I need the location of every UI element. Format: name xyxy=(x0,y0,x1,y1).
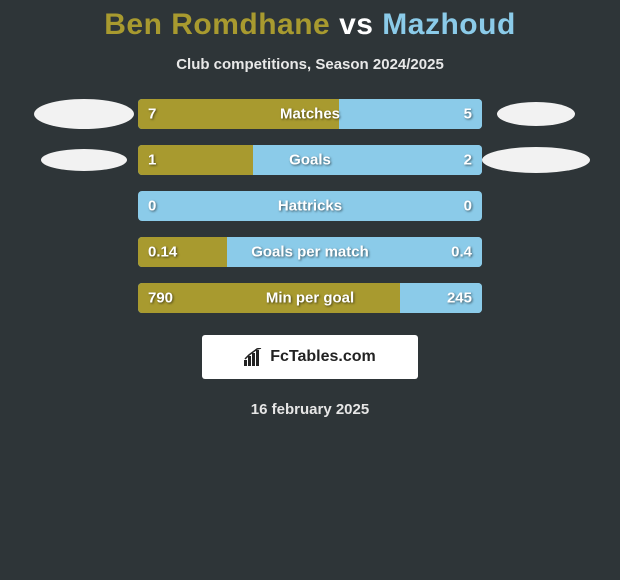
right-oval-slot xyxy=(482,147,590,173)
left-oval-slot xyxy=(30,99,138,129)
left-value: 1 xyxy=(148,152,156,169)
right-oval xyxy=(497,102,575,126)
chart-icon xyxy=(244,348,264,366)
left-oval xyxy=(34,99,134,129)
right-value: 2 xyxy=(464,152,472,169)
right-value: 245 xyxy=(447,290,472,307)
comparison-widget: Ben Romdhane vs Mazhoud Club competition… xyxy=(0,0,620,418)
bar-right-fill xyxy=(339,99,482,129)
left-oval xyxy=(41,149,127,171)
left-value: 0 xyxy=(148,198,156,215)
right-value: 5 xyxy=(464,106,472,123)
right-oval xyxy=(482,147,590,173)
page-title: Ben Romdhane vs Mazhoud xyxy=(0,8,620,42)
stat-bar: 1 2 Goals xyxy=(138,145,482,175)
subtitle: Club competitions, Season 2024/2025 xyxy=(0,56,620,73)
left-oval-slot xyxy=(30,149,138,171)
right-value: 0 xyxy=(464,198,472,215)
right-oval-slot xyxy=(482,102,590,126)
stat-row: 790 245 Min per goal xyxy=(0,283,620,313)
title-left: Ben Romdhane xyxy=(104,8,330,41)
left-value: 790 xyxy=(148,290,173,307)
stat-label: Hattricks xyxy=(278,198,342,215)
stat-bar: 0.14 0.4 Goals per match xyxy=(138,237,482,267)
left-value: 0.14 xyxy=(148,244,177,261)
title-vs: vs xyxy=(330,8,382,41)
stat-row: 7 5 Matches xyxy=(0,99,620,129)
right-value: 0.4 xyxy=(451,244,472,261)
stat-row: 0 0 Hattricks xyxy=(0,191,620,221)
footer-date: 16 february 2025 xyxy=(0,401,620,418)
stat-bar: 0 0 Hattricks xyxy=(138,191,482,221)
bar-right-fill xyxy=(253,145,482,175)
stat-row: 0.14 0.4 Goals per match xyxy=(0,237,620,267)
brand-text: FcTables.com xyxy=(270,348,376,366)
stat-row: 1 2 Goals xyxy=(0,145,620,175)
stat-label: Min per goal xyxy=(266,290,354,307)
stat-label: Goals xyxy=(289,152,331,169)
stat-label: Goals per match xyxy=(251,244,369,261)
stat-bar: 790 245 Min per goal xyxy=(138,283,482,313)
brand-badge[interactable]: FcTables.com xyxy=(202,335,418,379)
stat-bar: 7 5 Matches xyxy=(138,99,482,129)
title-right: Mazhoud xyxy=(382,8,515,41)
left-value: 7 xyxy=(148,106,156,123)
stats-rows: 7 5 Matches 1 2 Goals 0 0 Hattricks 0.14 0.4 Goals … xyxy=(0,99,620,313)
stat-label: Matches xyxy=(280,106,340,123)
